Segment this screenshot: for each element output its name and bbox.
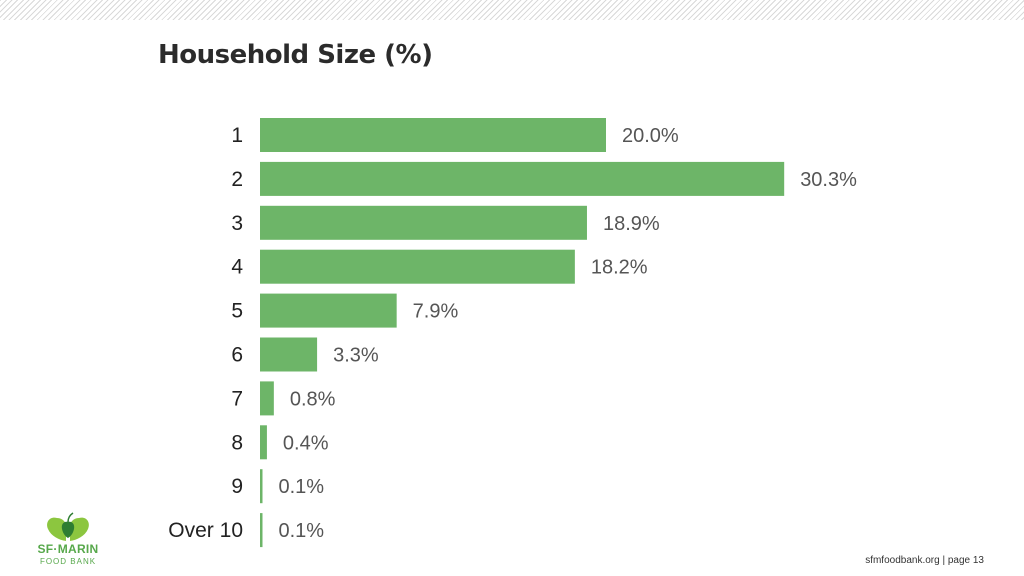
category-label: 5 xyxy=(231,300,243,323)
apple-heart-icon xyxy=(47,512,89,541)
value-label: 0.1% xyxy=(279,476,325,498)
category-label: Over 10 xyxy=(168,519,243,542)
category-label: 6 xyxy=(231,344,243,367)
value-label: 0.8% xyxy=(290,388,336,410)
value-label: 3.3% xyxy=(333,345,379,367)
category-label: 7 xyxy=(231,387,243,410)
sf-marin-food-bank-logo: SF·MARIN FOOD BANK xyxy=(36,512,100,570)
value-label: 0.4% xyxy=(283,432,329,454)
value-label: 0.1% xyxy=(279,520,325,542)
bar xyxy=(260,249,575,284)
chart-title: Household Size (%) xyxy=(158,40,433,70)
bar xyxy=(260,513,263,548)
value-label: 7.9% xyxy=(413,301,459,323)
logo-text-food-bank: FOOD BANK xyxy=(39,557,97,566)
bar xyxy=(260,469,263,504)
bar xyxy=(260,293,397,328)
category-label: 9 xyxy=(231,475,243,498)
value-label: 20.0% xyxy=(622,125,679,147)
top-decorative-stripe xyxy=(0,0,1024,20)
bar xyxy=(260,425,267,460)
bar xyxy=(260,337,318,372)
bar xyxy=(260,161,785,196)
category-label: 1 xyxy=(231,124,243,147)
bar xyxy=(260,205,587,240)
bar xyxy=(260,381,274,416)
category-label: 4 xyxy=(231,256,243,279)
footer-page-info: sfmfoodbank.org | page 13 xyxy=(865,555,984,566)
value-label: 18.2% xyxy=(591,257,648,279)
value-label: 30.3% xyxy=(800,169,857,191)
category-label: 2 xyxy=(231,168,243,191)
value-label: 18.9% xyxy=(603,213,660,235)
category-label: 8 xyxy=(231,431,243,454)
logo-text-sf-marin: SF·MARIN xyxy=(37,542,99,556)
bar xyxy=(260,118,606,152)
category-label: 3 xyxy=(231,212,243,235)
